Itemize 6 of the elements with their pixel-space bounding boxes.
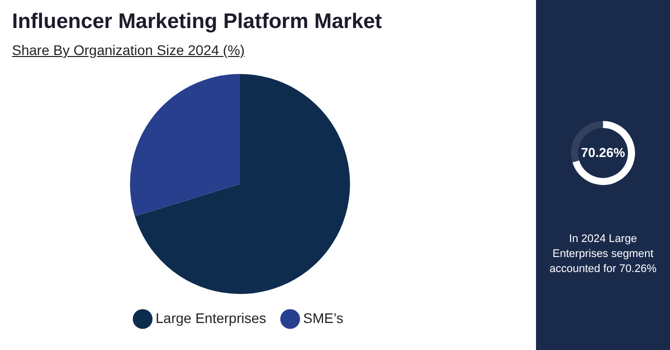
text: 70.26% <box>580 145 626 160</box>
legend-label: SME’s <box>303 310 344 326</box>
legend-label: Large Enterprises <box>156 310 266 326</box>
chart-subtitle: Share By Organization Size 2024 (%) <box>12 42 245 58</box>
chart-title: Influencer Marketing Platform Market <box>12 10 382 34</box>
text: In 2024 Large Enterprises segment accounted for 70.26% <box>548 232 658 277</box>
